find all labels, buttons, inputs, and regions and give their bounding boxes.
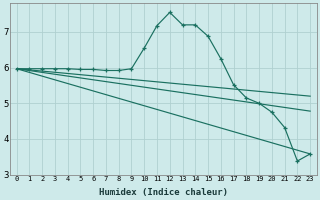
X-axis label: Humidex (Indice chaleur): Humidex (Indice chaleur) [99, 188, 228, 197]
